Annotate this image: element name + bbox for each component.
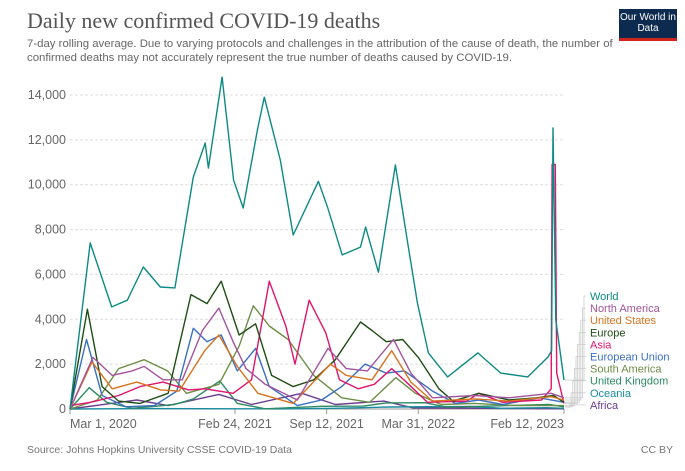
legend-label[interactable]: United Kingdom (590, 376, 668, 388)
legend-connector (565, 295, 586, 381)
y-tick-label: 6,000 (35, 267, 66, 281)
chart-title: Daily new confirmed COVID-19 deaths (27, 8, 381, 33)
legend-connector (565, 343, 586, 404)
legend-connector (565, 380, 586, 408)
y-tick-label: 14,000 (28, 88, 66, 102)
legend-connector (565, 307, 586, 399)
legend-label[interactable]: United States (590, 315, 657, 327)
legend-label[interactable]: South America (590, 364, 662, 376)
y-tick-label: 0 (59, 402, 66, 416)
chart-subtitle: 7-day rolling average. Due to varying pr… (27, 38, 613, 64)
series-line-european-union (69, 327, 565, 410)
series-line-united-kingdom (69, 380, 565, 410)
series-line-asia (69, 163, 565, 407)
series-line-europe (69, 280, 565, 410)
y-tick-label: 2,000 (35, 357, 66, 371)
legend-label[interactable]: World (590, 291, 619, 303)
legend-label[interactable]: European Union (590, 352, 670, 364)
legend-label[interactable]: Africa (590, 400, 619, 412)
y-tick-label: 10,000 (28, 178, 66, 192)
legend-connector (565, 356, 586, 403)
license-link[interactable]: CC BY (640, 444, 673, 456)
series-line-south-america (69, 305, 564, 410)
legend-label[interactable]: North America (590, 303, 661, 315)
x-tick-label: Feb 24, 2021 (198, 417, 272, 431)
owid-logo[interactable]: Our World in Data (619, 9, 677, 41)
legend-label[interactable]: Europe (590, 327, 625, 339)
legend-label[interactable]: Asia (590, 339, 612, 351)
legend-label[interactable]: Oceania (590, 388, 632, 400)
y-tick-label: 8,000 (35, 223, 66, 237)
x-tick-label: Sep 12, 2021 (289, 417, 363, 431)
x-tick-label: Feb 12, 2023 (490, 417, 564, 431)
series-line-oceania (69, 405, 565, 410)
series-line-world (69, 76, 565, 410)
series-line-north-america (69, 307, 565, 410)
legend-connector (565, 331, 586, 403)
y-tick-label: 4,000 (35, 312, 66, 326)
legend-connector (565, 404, 586, 408)
series-line-united-states (69, 334, 565, 410)
x-tick-label: Mar 31, 2022 (381, 417, 455, 431)
y-tick-label: 12,000 (28, 133, 66, 147)
x-tick-label: Mar 1, 2020 (70, 417, 137, 431)
source-note[interactable]: Source: Johns Hopkins University CSSE CO… (27, 444, 292, 456)
